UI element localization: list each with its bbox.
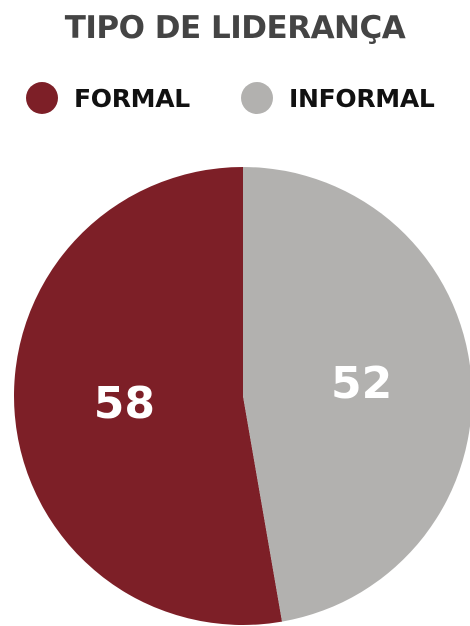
legend-item-formal: FORMAL xyxy=(26,78,190,118)
chart-title: TIPO DE LIDERANÇA xyxy=(64,10,406,46)
legend-swatch-formal xyxy=(26,82,58,114)
legend: FORMAL INFORMAL xyxy=(0,78,470,118)
legend-swatch-informal xyxy=(241,82,273,114)
data-label-informal: 52 xyxy=(331,358,392,409)
pie-chart: 58 52 xyxy=(13,167,470,625)
legend-label-informal: INFORMAL xyxy=(289,83,435,113)
legend-item-informal: INFORMAL xyxy=(241,78,435,118)
pie-slice-informal xyxy=(243,167,470,622)
legend-label-formal: FORMAL xyxy=(74,83,190,113)
pie-slice-formal xyxy=(13,167,283,625)
data-label-formal: 58 xyxy=(94,378,155,429)
